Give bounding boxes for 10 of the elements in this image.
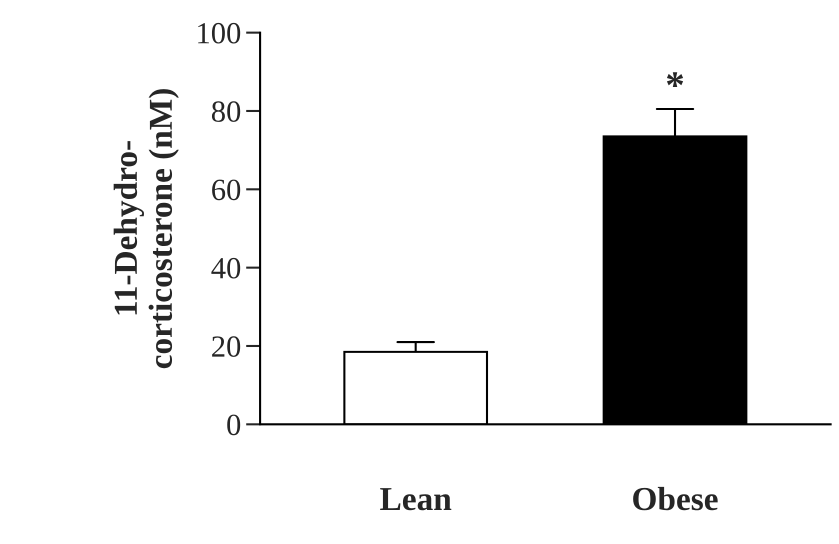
y-tick-label: 0 <box>227 414 240 436</box>
y-axis-title: 11-Dehydro- corticosterone (nM) <box>114 89 179 368</box>
annotation: * <box>666 72 684 87</box>
x-tick-label: Obese <box>633 486 718 510</box>
y-tick-label: 20 <box>212 336 240 357</box>
y-tick-label: 60 <box>212 180 240 200</box>
y-tick-label: 80 <box>212 101 240 122</box>
y-tick-label: 100 <box>198 22 240 44</box>
x-tick-label: Lean <box>380 488 452 510</box>
y-tick-label: 40 <box>211 258 240 279</box>
